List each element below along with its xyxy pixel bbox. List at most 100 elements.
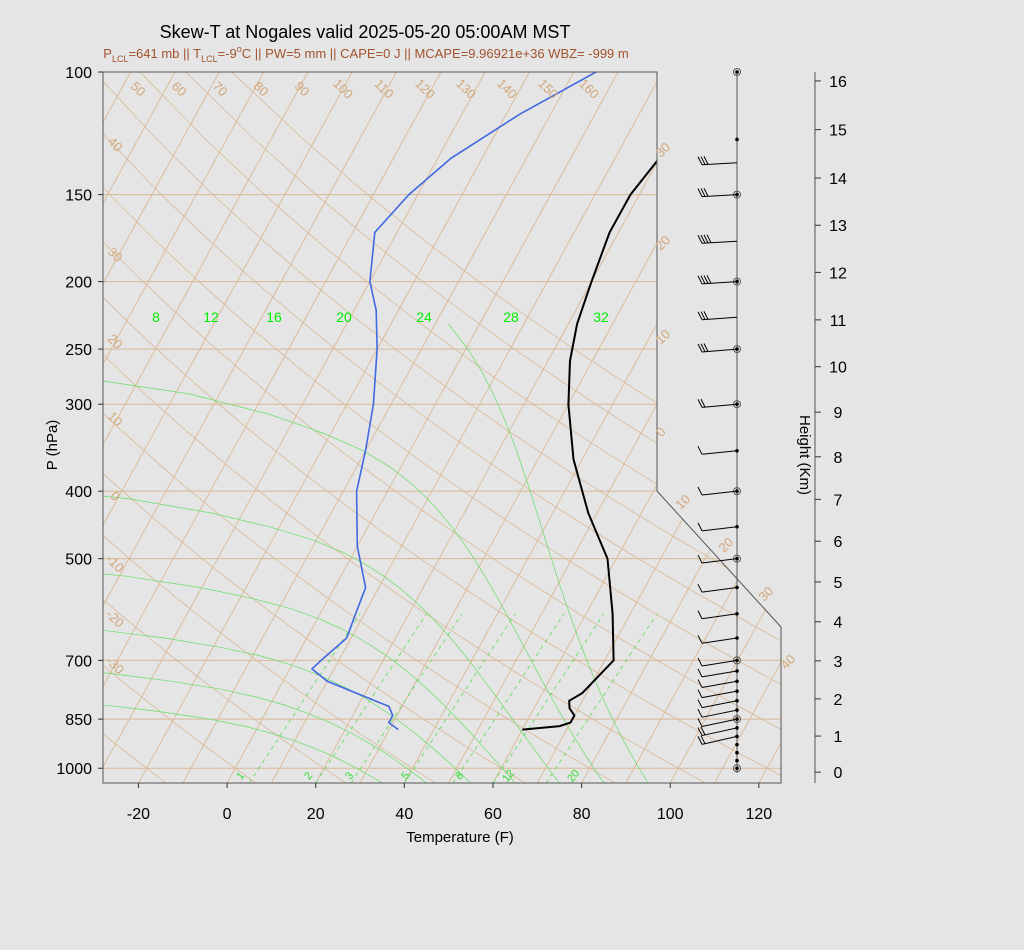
isotherm-label: 150: [535, 76, 561, 102]
p-tick-label: 850: [65, 712, 92, 729]
isotherm-label: 110: [372, 76, 397, 101]
wind-barb-flag: [700, 735, 706, 744]
wind-level-dot: [735, 758, 739, 763]
wind-level-dot: [735, 70, 739, 74]
moist-adiabat-line: [448, 323, 649, 783]
isotherm-label: 80: [251, 78, 272, 99]
p-tick-label: 150: [65, 188, 92, 205]
wind-barb-flag: [697, 234, 703, 244]
isotherm-line: [492, 72, 781, 783]
mixing-ratio-top-label: 28: [503, 309, 519, 325]
wind-barb-flag: [697, 727, 703, 736]
mixing-ratio-top-label: 12: [203, 309, 219, 325]
wind-scale-label: 0: [653, 424, 669, 440]
height-axis-title: Height (Km): [796, 415, 813, 495]
wind-barb-shaft: [701, 450, 738, 455]
isotherm-label: 60: [169, 78, 190, 99]
isotherm-line: [103, 72, 486, 783]
wind-barb-flag: [703, 343, 709, 352]
mixing-ratio-line: [248, 613, 361, 783]
mixing-ratio-line: [452, 613, 565, 783]
mixing-ratio-top-label: 20: [336, 309, 352, 325]
height-tick-label: 2: [834, 692, 843, 709]
wind-barb-shaft: [701, 490, 738, 496]
dry-adiabat-line: [103, 72, 616, 783]
wind-barb-flag: [700, 343, 706, 352]
isotherm-line: [359, 72, 752, 783]
isotherm-label: 140: [494, 76, 520, 102]
wind-scale-label: 20: [715, 534, 736, 555]
height-tick-label: 6: [834, 534, 843, 551]
wind-barb-flag: [697, 657, 703, 667]
wind-barb-flag: [700, 234, 706, 244]
dry-adiabat-line: [0, 72, 76, 783]
dry-adiabat-line: [103, 72, 781, 783]
p-tick-label: 1000: [56, 761, 92, 778]
wind-barb-shaft: [701, 718, 738, 727]
dewpoint-profile-line: [310, 72, 597, 731]
wind-barb-flag: [703, 311, 709, 320]
x-tick-label: 60: [484, 806, 502, 823]
wind-scale-label: 10: [672, 491, 693, 512]
wind-barb-flag: [697, 275, 703, 285]
height-tick-label: 10: [829, 360, 847, 377]
isotherm-line: [271, 72, 663, 783]
isotherm-label: 100: [330, 76, 356, 102]
height-tick-label: 14: [829, 171, 847, 188]
p-tick-label: 100: [65, 65, 92, 82]
x-tick-label: 80: [573, 806, 591, 823]
dry-adiabat-line: [103, 72, 167, 783]
dry-adiabat-line: [103, 72, 781, 783]
p-tick-label: 700: [65, 653, 92, 670]
wind-barb-flag: [700, 311, 706, 320]
isotherm-label: 70: [210, 78, 231, 99]
moist-adiabat-line: [103, 672, 383, 783]
mixing-ratio-line: [492, 613, 605, 783]
wind-barb-flag: [697, 343, 703, 353]
isotherm-line: [848, 72, 1024, 783]
height-tick-label: 7: [834, 492, 843, 509]
height-tick-label: 13: [829, 218, 847, 235]
wind-barb-shaft: [701, 709, 738, 718]
wind-barb-flag: [700, 156, 706, 165]
dry-adiabat-line: [103, 72, 706, 783]
mixing-ratio-bottom-label: 20: [565, 768, 582, 785]
wind-barb-flag: [697, 522, 703, 532]
moist-adiabat-line: [103, 323, 604, 783]
dry-adiabat-line: [103, 72, 781, 783]
x-tick-label: 20: [307, 806, 325, 823]
isotherm-line: [581, 72, 781, 783]
chart-title: Skew-T at Nogales valid 2025-05-20 05:00…: [160, 22, 571, 42]
isotherm-line: [103, 72, 309, 783]
wind-barb-flag: [697, 583, 703, 593]
mixing-ratio-line: [545, 613, 658, 783]
mixing-ratio-line: [403, 613, 516, 783]
wind-scale-label: 30: [652, 139, 673, 160]
isotherm-line: [714, 72, 781, 783]
isotherm-line: [892, 72, 1024, 783]
wind-level-dot: [735, 742, 739, 747]
wind-level-circle: [733, 764, 741, 773]
wind-barb-shaft: [701, 690, 738, 699]
height-tick-label: 9: [834, 405, 843, 422]
wind-barb-shaft: [701, 670, 738, 678]
mixing-ratio-top-label: 32: [593, 309, 609, 325]
x-axis-title: Temperature (F): [406, 829, 514, 846]
isotherm-line: [138, 72, 530, 783]
p-tick-label: 400: [65, 484, 92, 501]
wind-barb-shaft: [701, 637, 738, 644]
isotherm-line: [103, 72, 176, 783]
wind-barb-shaft: [701, 403, 738, 408]
wind-barb-shaft: [701, 680, 738, 688]
isotherm-line: [103, 72, 442, 783]
wind-barb-flag: [697, 399, 703, 408]
dry-adiabat-line: [103, 72, 346, 783]
wind-barb-shaft: [701, 613, 738, 620]
wind-barb-flag: [697, 708, 703, 718]
wind-level-circle: [733, 656, 741, 665]
isotherm-line: [103, 72, 353, 783]
isotherm-label: 120: [412, 76, 438, 102]
wind-level-circle: [733, 715, 741, 724]
wind-scale-label: 30: [755, 583, 776, 604]
